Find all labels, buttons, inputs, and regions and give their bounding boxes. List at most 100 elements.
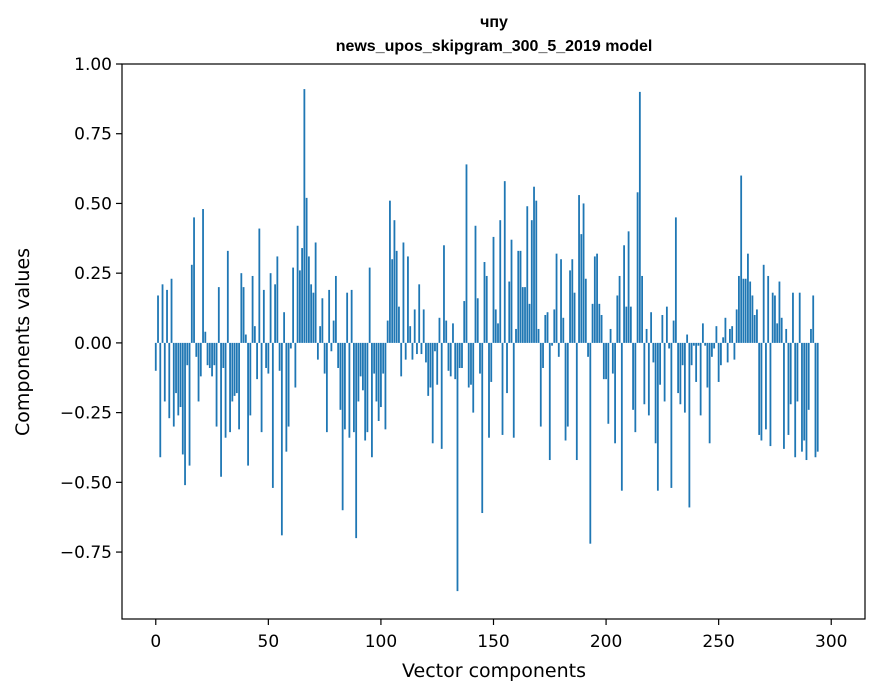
bar [456,342,459,592]
bar [524,287,526,343]
bar [490,342,493,382]
bar [377,342,380,421]
bar [193,217,195,343]
bar [724,317,727,343]
bar [411,342,414,360]
bar [474,225,477,343]
bar [170,278,173,343]
bar [492,236,495,343]
bar [535,200,538,343]
y-tick-label: 0.50 [74,194,112,214]
bar [407,256,409,343]
bar [787,342,790,435]
bar [348,342,351,438]
bar [544,315,547,343]
bar [262,289,265,343]
bar [560,259,562,343]
y-tick-label: −0.50 [60,473,112,493]
bar [289,342,292,349]
bar [316,342,319,360]
bar [350,289,353,343]
bar [438,317,441,343]
bar [238,342,240,430]
bar [312,292,315,343]
bar [600,315,603,343]
bar [735,309,738,343]
bar [744,278,747,343]
bar [582,203,585,343]
bar [355,342,358,539]
bar [780,317,783,343]
bar [803,342,806,441]
bar [283,312,286,343]
bar [447,342,450,371]
bar [706,342,709,388]
bar [373,342,376,374]
x-tick-label: 150 [477,632,509,652]
bar [443,245,445,343]
bar [647,342,650,416]
y-tick-label: 0.25 [74,264,112,284]
bar [452,323,454,343]
bar [814,342,817,458]
bar [253,326,256,343]
bar [485,275,488,343]
bar [686,334,689,343]
bar [472,342,475,413]
bar [665,306,668,343]
bar [307,256,310,343]
bar [483,262,486,343]
bar [629,306,632,343]
bar [650,312,653,343]
bar [402,242,405,343]
bar [569,270,571,343]
bar [339,342,342,410]
bar [587,342,589,357]
bar [557,342,560,357]
bar [467,342,470,388]
bar [515,328,517,343]
bar [251,275,254,343]
bar [726,342,729,363]
bars-group [154,89,819,592]
bar [337,342,340,368]
bar [593,256,596,343]
bar [190,264,193,343]
bar [659,342,662,385]
bar [359,342,362,377]
bar [226,250,229,343]
bar [422,309,425,343]
bar [562,317,565,343]
bar [202,209,204,343]
bar [551,342,553,346]
bar [767,275,770,343]
bar [476,298,479,343]
bar [366,342,369,433]
bar [605,342,607,380]
bar [546,312,549,343]
bar [197,342,200,402]
bar [591,303,594,343]
bar [548,342,551,461]
bar [598,303,601,343]
y-axis-ticks: 1.00 0.75 0.50 0.25 0.00 −0.25 −0.50 −0.75 [60,55,122,563]
bar [154,342,157,371]
bar [276,256,279,343]
bar [391,259,394,343]
bar [742,278,745,343]
bar [506,342,508,394]
bar [269,273,272,343]
bar [163,342,166,402]
bar [609,328,612,343]
x-tick-label: 50 [258,632,280,652]
bar [233,342,236,396]
bar [738,275,740,343]
bar [731,326,734,343]
bar [517,250,520,343]
bar [344,342,346,430]
bar [301,248,304,343]
bar [386,320,389,343]
bar [436,342,439,385]
